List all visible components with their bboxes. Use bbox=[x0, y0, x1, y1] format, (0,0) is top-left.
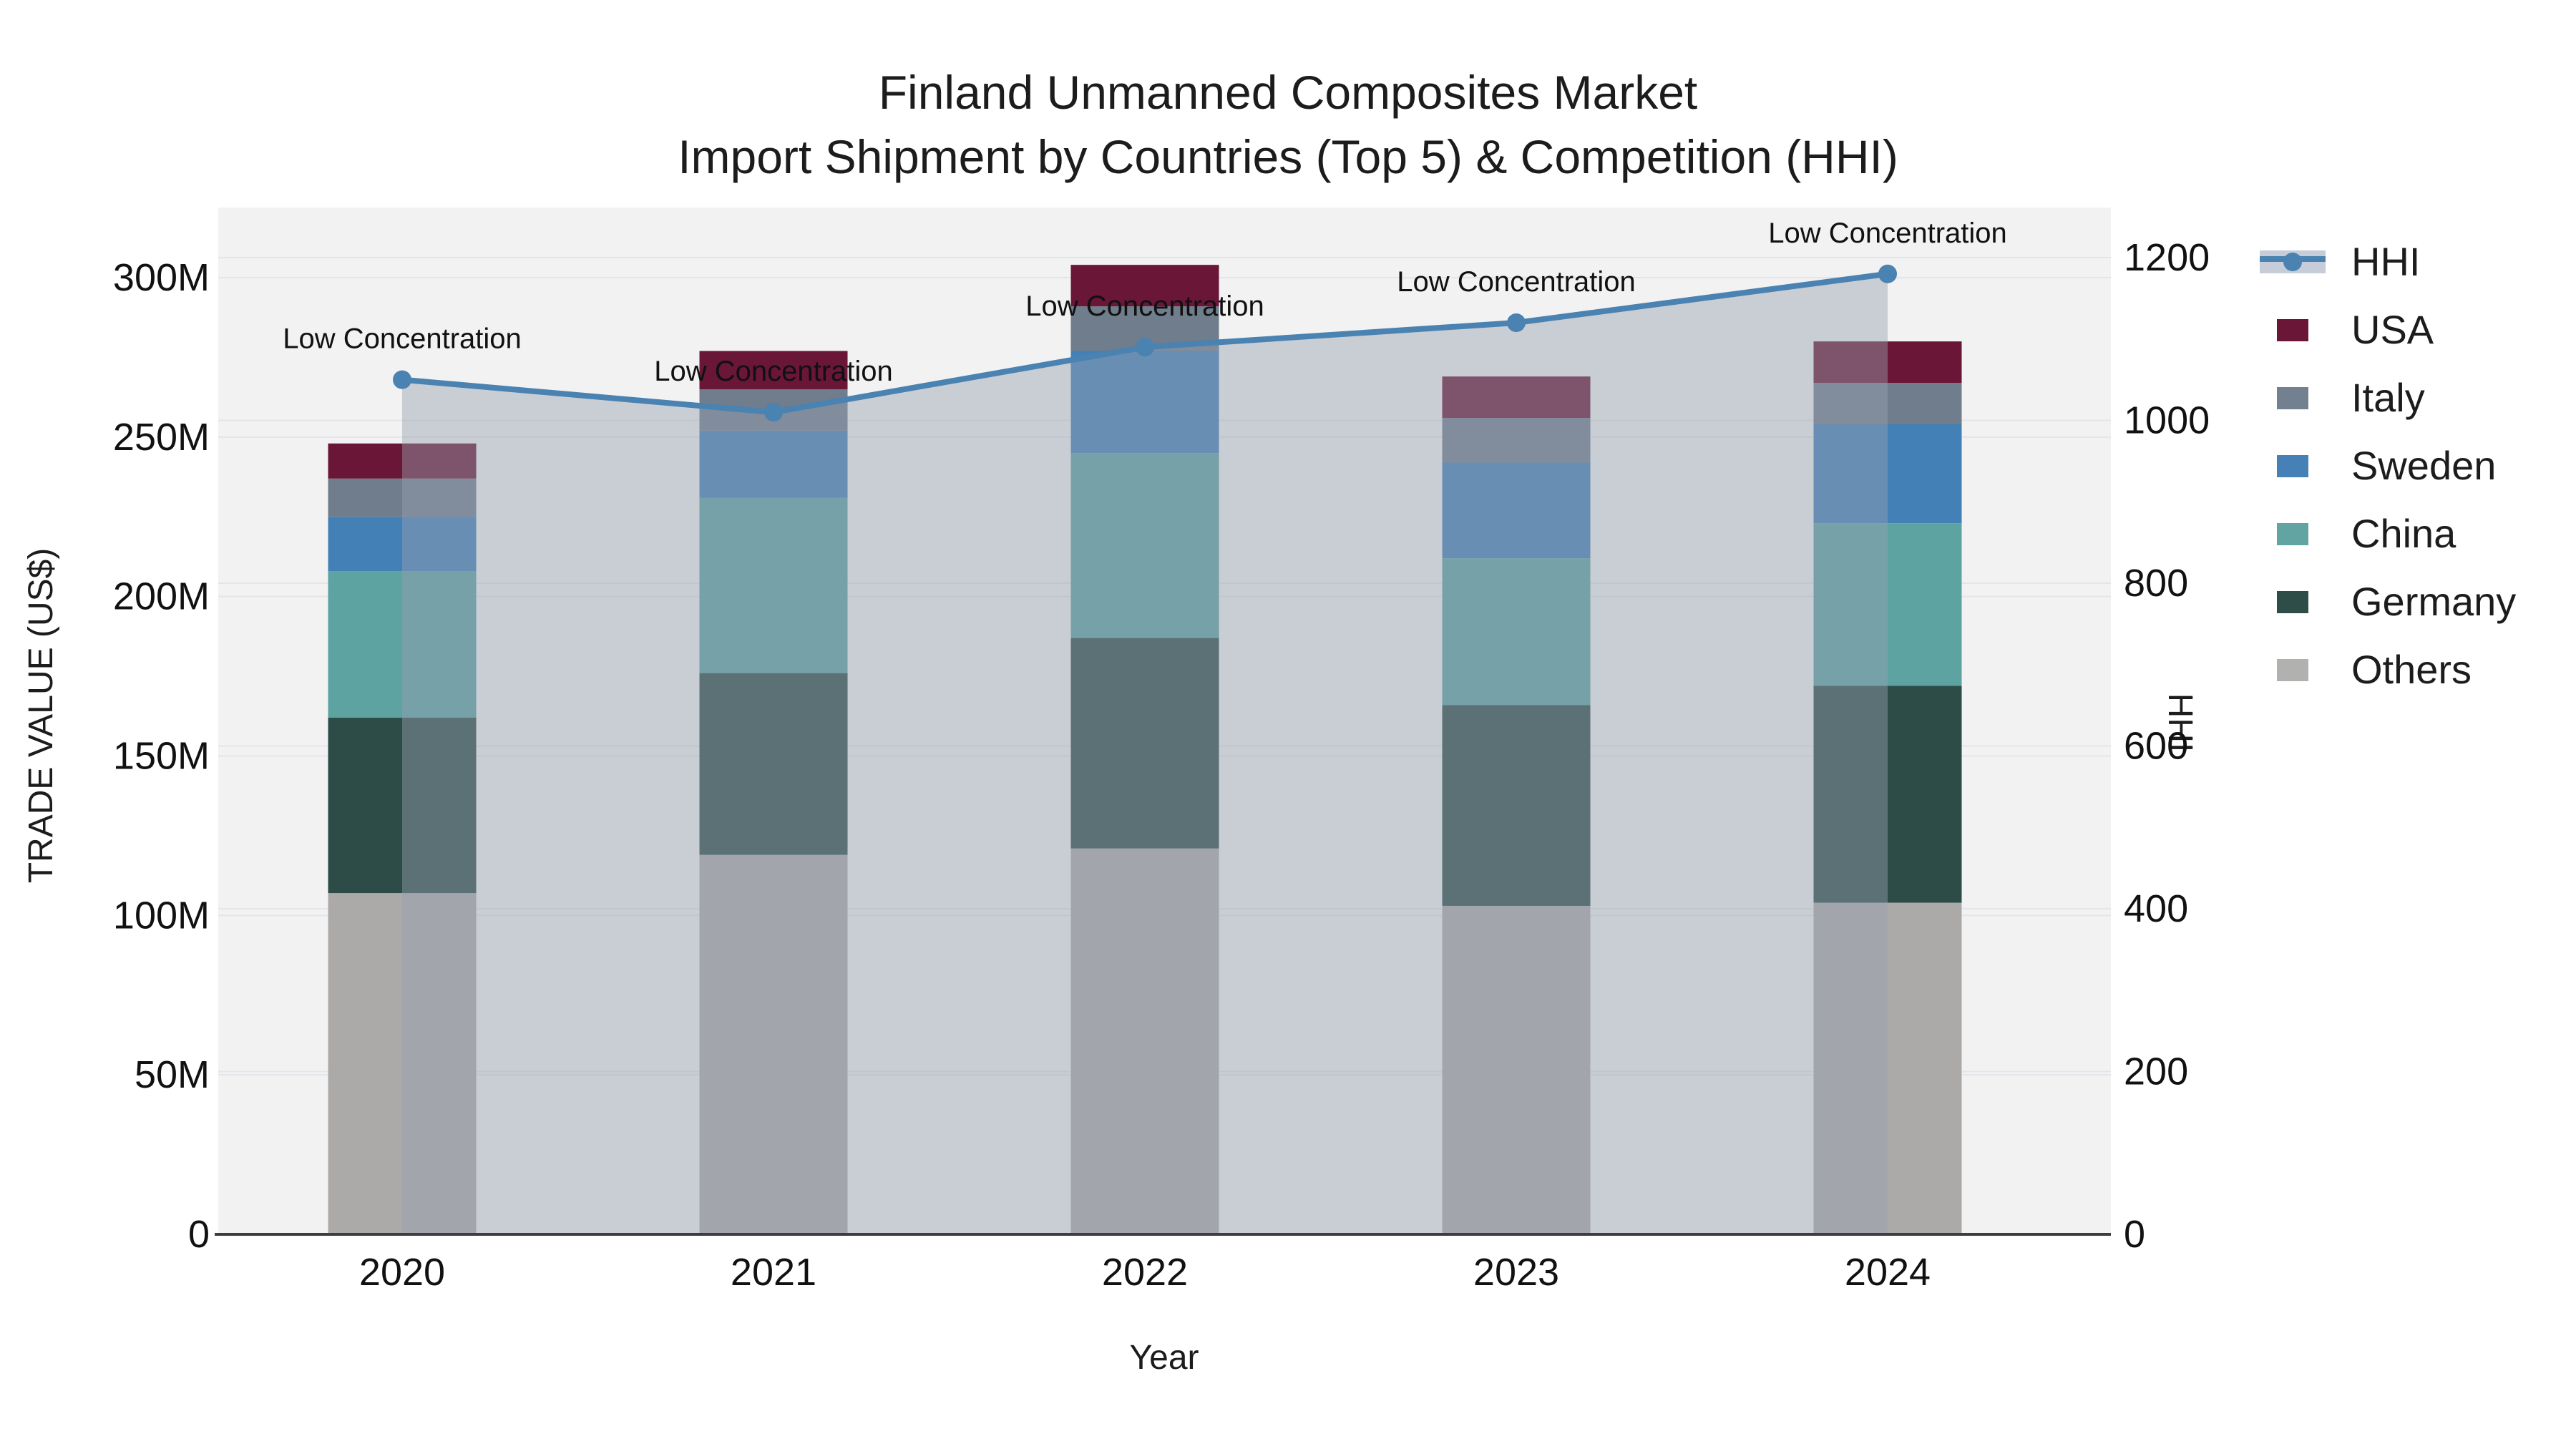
legend-label-usa: USA bbox=[2351, 307, 2434, 352]
legend-swatch-china bbox=[2260, 518, 2326, 550]
bar-segment-2022-germany bbox=[1070, 638, 1219, 849]
legend-label-italy: Italy bbox=[2351, 375, 2425, 420]
legend-item-italy: Italy bbox=[2260, 364, 2575, 431]
y-left-tick-0: 0 bbox=[188, 1213, 210, 1256]
x-axis-title: Year bbox=[1129, 1339, 1199, 1377]
bar-segment-2020-others bbox=[328, 893, 477, 1234]
legend-item-hhi: HHI bbox=[2260, 228, 2575, 296]
legend-swatch-italy bbox=[2260, 382, 2326, 414]
bar-segment-2024-italy bbox=[1813, 383, 1962, 425]
hhi-marker-2022 bbox=[1136, 338, 1154, 357]
hhi-marker-2023 bbox=[1507, 313, 1526, 332]
x-tick-2021: 2021 bbox=[731, 1251, 816, 1294]
bar-segment-2021-sweden bbox=[699, 430, 848, 498]
usa-color-swatch-icon bbox=[2277, 318, 2308, 341]
hhi-line-sample-icon bbox=[2260, 246, 2326, 278]
legend-label-hhi: HHI bbox=[2351, 239, 2421, 284]
annotation-2024: Low Concentration bbox=[1768, 218, 2007, 249]
bar-segment-2021-others bbox=[699, 854, 848, 1234]
annotation-2020: Low Concentration bbox=[283, 323, 522, 355]
annotation-2023: Low Concentration bbox=[1397, 266, 1636, 298]
bar-segment-2023-usa bbox=[1442, 376, 1591, 419]
y-left-tick-200M: 200M bbox=[113, 575, 210, 618]
legend-item-germany: Germany bbox=[2260, 567, 2575, 635]
bar-segment-2024-china bbox=[1813, 523, 1962, 686]
bar-segment-2023-china bbox=[1442, 558, 1591, 706]
italy-color-swatch-icon bbox=[2277, 386, 2308, 409]
germany-color-swatch-icon bbox=[2277, 590, 2308, 613]
bar-segment-2020-china bbox=[328, 571, 477, 718]
bar-segment-2024-usa bbox=[1813, 341, 1962, 384]
x-tick-2024: 2024 bbox=[1845, 1251, 1931, 1294]
bar-segment-2023-italy bbox=[1442, 418, 1591, 463]
y-left-tick-100M: 100M bbox=[113, 894, 210, 937]
bar-segment-2022-sweden bbox=[1070, 351, 1219, 454]
y-left-tick-50M: 50M bbox=[135, 1053, 210, 1096]
y-left-tick-300M: 300M bbox=[113, 256, 210, 299]
y-left-tick-150M: 150M bbox=[113, 735, 210, 778]
bar-segment-2020-usa bbox=[328, 443, 477, 479]
bar-segment-2024-others bbox=[1813, 902, 1962, 1234]
y-right-tick-200: 200 bbox=[2124, 1050, 2188, 1093]
china-color-swatch-icon bbox=[2277, 522, 2308, 545]
y-left-tick-250M: 250M bbox=[113, 416, 210, 459]
bar-segment-2020-sweden bbox=[328, 517, 477, 572]
chart-title-line2: Import Shipment by Countries (Top 5) & C… bbox=[678, 130, 1898, 183]
y-right-tick-1000: 1000 bbox=[2124, 399, 2210, 442]
others-color-swatch-icon bbox=[2277, 658, 2308, 681]
y-right-tick-400: 400 bbox=[2124, 887, 2188, 930]
legend-label-others: Others bbox=[2351, 647, 2472, 692]
bar-segment-2022-others bbox=[1070, 848, 1219, 1234]
y-right-tick-1200: 1200 bbox=[2124, 236, 2210, 279]
legend-item-usa: USA bbox=[2260, 296, 2575, 364]
sweden-color-swatch-icon bbox=[2277, 454, 2308, 477]
annotation-2021: Low Concentration bbox=[654, 356, 893, 387]
legend-swatch-sweden bbox=[2260, 450, 2326, 482]
y-right-tick-0: 0 bbox=[2124, 1213, 2145, 1256]
chart-title-line1: Finland Unmanned Composites Market bbox=[878, 66, 1698, 119]
legend-swatch-others bbox=[2260, 654, 2326, 686]
x-tick-2020: 2020 bbox=[359, 1251, 445, 1294]
bar-segment-2020-germany bbox=[328, 718, 477, 894]
hhi-area-fill bbox=[402, 273, 1888, 1234]
bar-segment-2021-germany bbox=[699, 673, 848, 855]
bar-segment-2021-usa bbox=[699, 351, 848, 389]
y-right-tick-800: 800 bbox=[2124, 562, 2188, 605]
y-right-tick-600: 600 bbox=[2124, 725, 2188, 768]
legend-label-sweden: Sweden bbox=[2351, 443, 2497, 488]
legend-swatch-germany bbox=[2260, 586, 2326, 618]
bar-segment-2024-sweden bbox=[1813, 424, 1962, 524]
bar-segment-2021-china bbox=[699, 497, 848, 673]
legend-swatch-usa bbox=[2260, 314, 2326, 346]
legend-item-others: Others bbox=[2260, 635, 2575, 703]
bar-segment-2020-italy bbox=[328, 478, 477, 517]
x-tick-2022: 2022 bbox=[1102, 1251, 1188, 1294]
bar-segment-2023-germany bbox=[1442, 705, 1591, 906]
bar-segment-2022-china bbox=[1070, 453, 1219, 638]
hhi-marker-2024 bbox=[1878, 264, 1897, 283]
legend-item-sweden: Sweden bbox=[2260, 431, 2575, 499]
bar-segment-2023-sweden bbox=[1442, 462, 1591, 559]
legend-label-china: China bbox=[2351, 511, 2457, 556]
legend-item-china: China bbox=[2260, 499, 2575, 567]
hhi-marker-2020 bbox=[393, 370, 411, 389]
annotation-2022: Low Concentration bbox=[1025, 291, 1264, 322]
legend-label-germany: Germany bbox=[2351, 579, 2517, 624]
bar-segment-2022-usa bbox=[1070, 265, 1219, 307]
bar-segment-2023-others bbox=[1442, 905, 1591, 1234]
bar-segment-2024-germany bbox=[1813, 686, 1962, 903]
legend: HHI USA Italy Sweden China Germany Others bbox=[2260, 228, 2575, 703]
x-tick-2023: 2023 bbox=[1473, 1251, 1559, 1294]
hhi-marker-sample bbox=[2283, 252, 2302, 271]
hhi-marker-2021 bbox=[764, 403, 783, 422]
